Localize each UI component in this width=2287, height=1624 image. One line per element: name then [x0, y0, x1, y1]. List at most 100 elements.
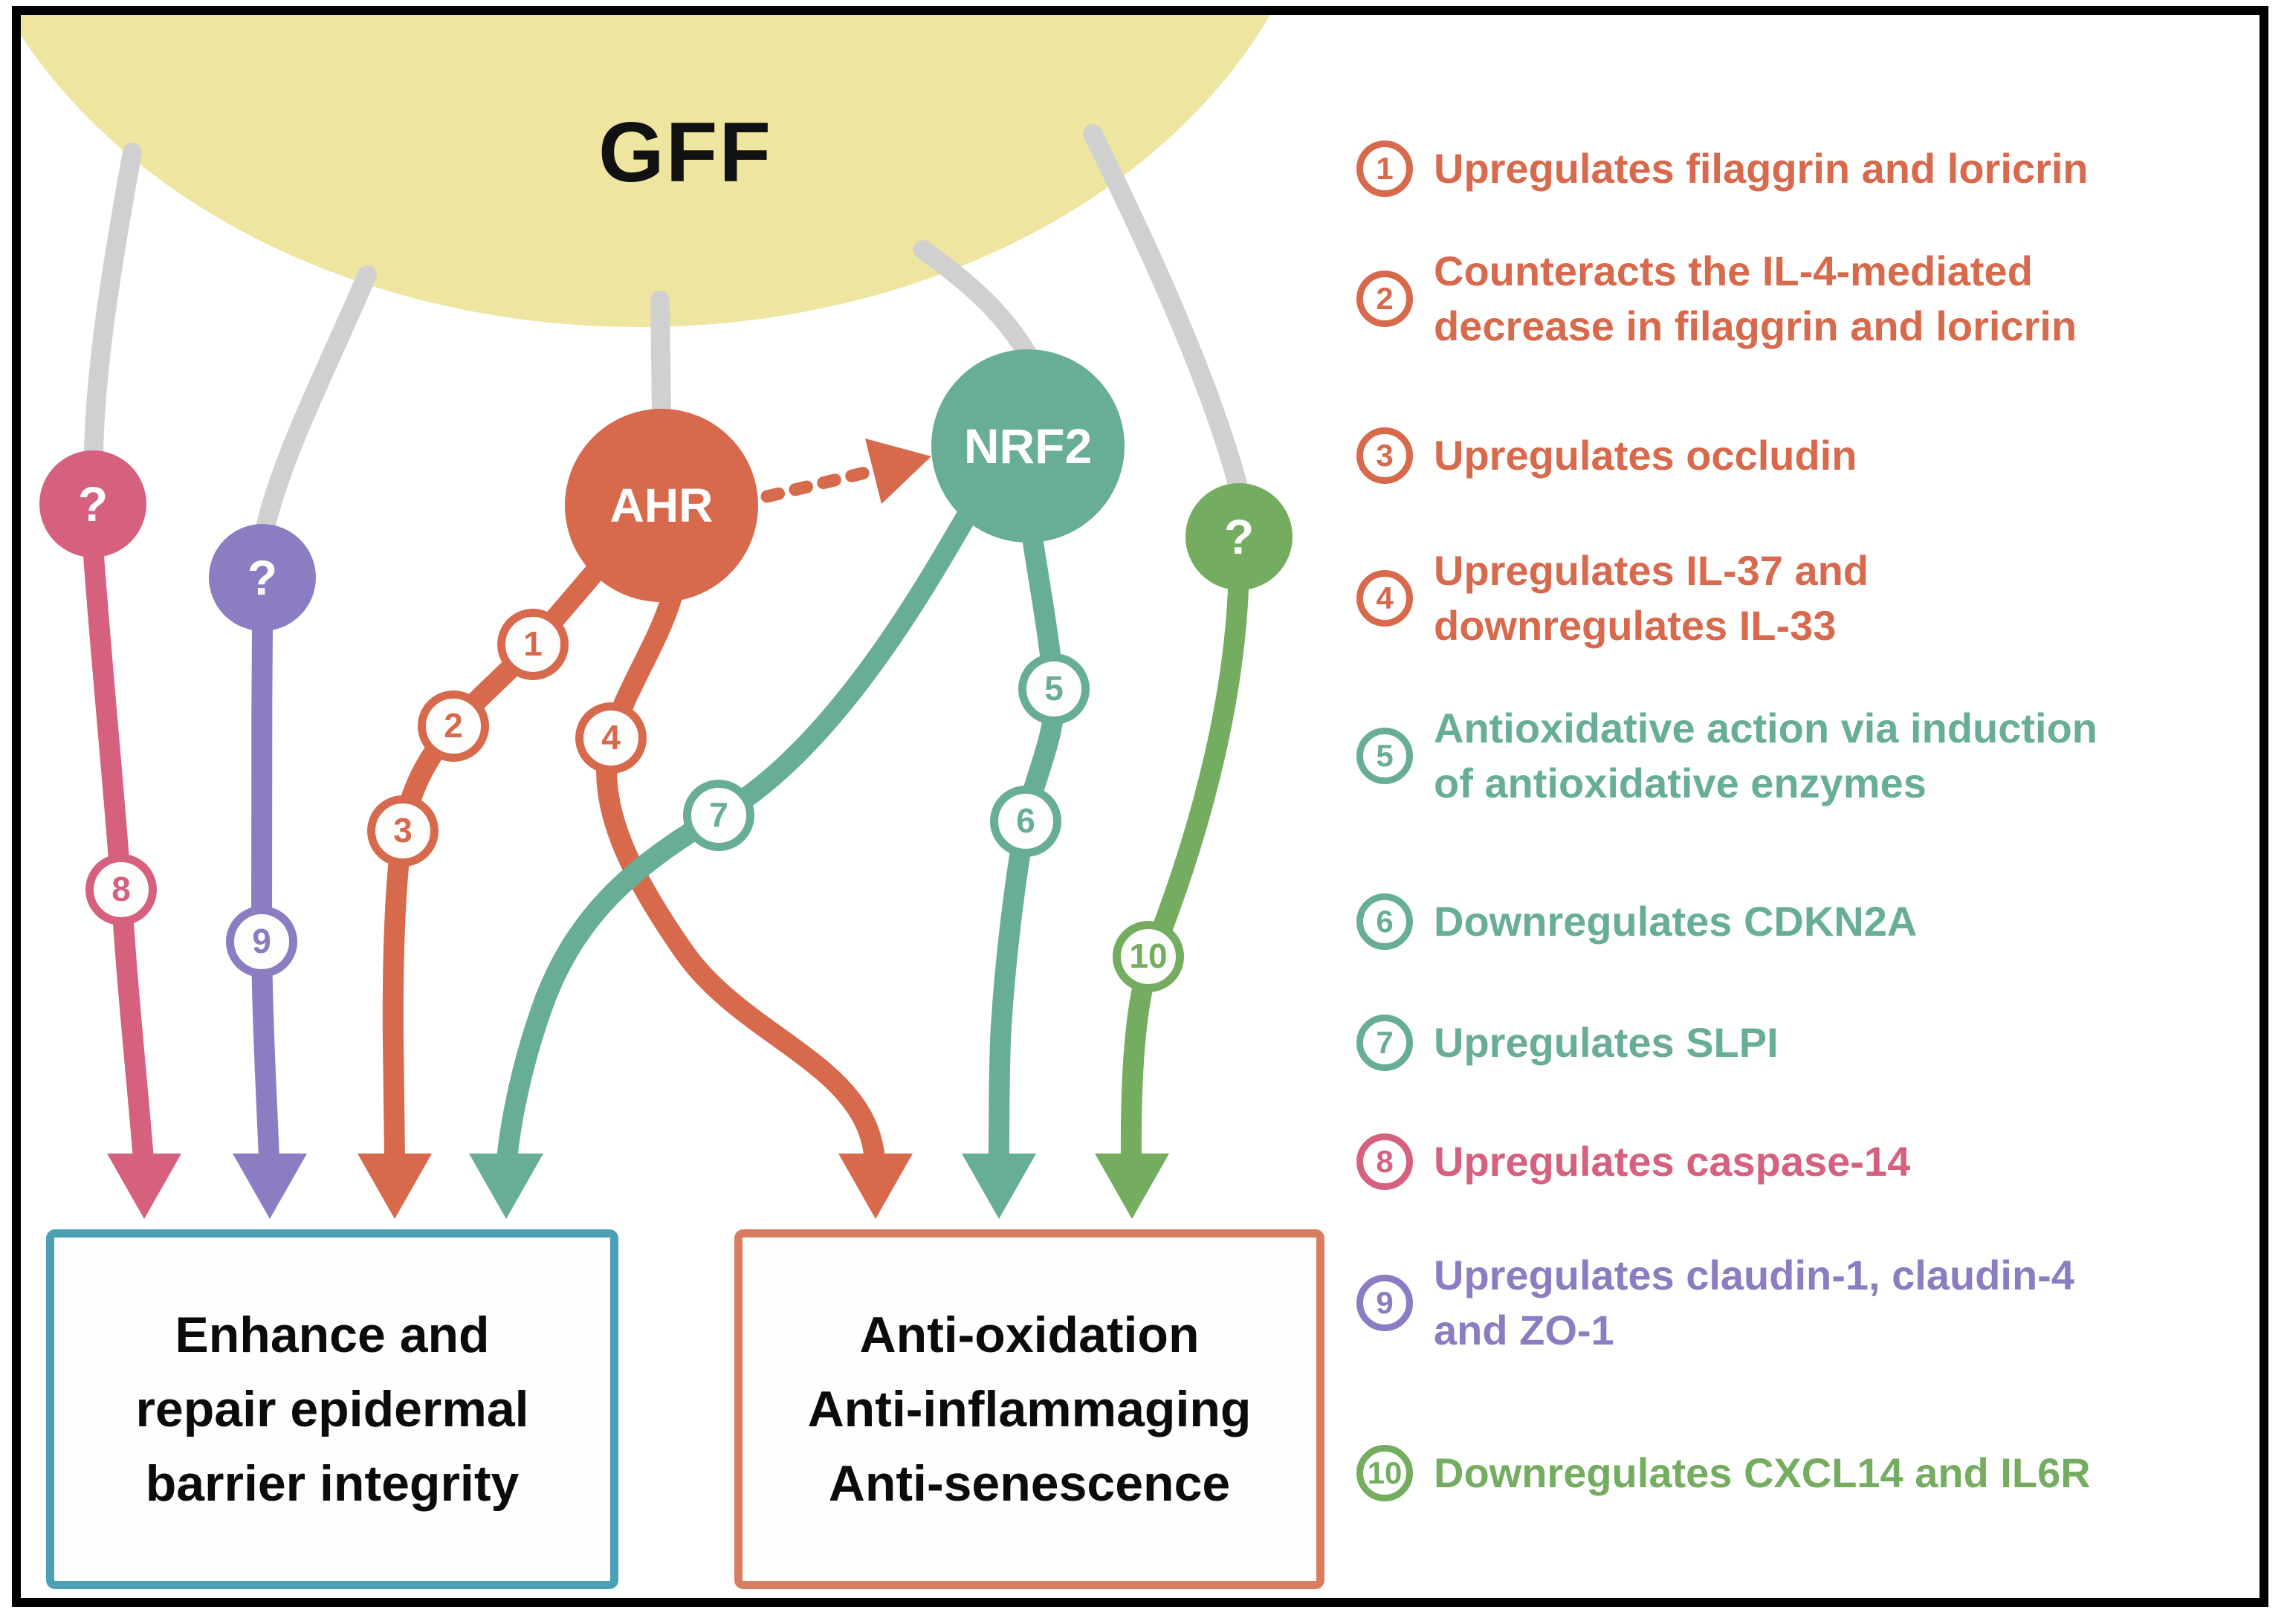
- legend-line: decrease in filaggrin and loricrin: [1434, 303, 2077, 349]
- legend-item-5: 5 Antioxidative action via induction of …: [1356, 701, 2097, 811]
- badge-number: 10: [1129, 936, 1168, 975]
- legend-line: Downregulates CDKN2A: [1434, 898, 1918, 945]
- legend-number: 6: [1376, 904, 1394, 939]
- unknown-mechanism-pink: ?: [39, 450, 146, 557]
- badge-number: 5: [1044, 669, 1064, 708]
- ahr-to-nrf2-dashed-line: [760, 465, 878, 503]
- legend-item-8: 8 Upregulates caspase-14: [1356, 1133, 1910, 1190]
- path-badge-2: 2: [418, 690, 489, 762]
- legend-number: 8: [1376, 1144, 1394, 1179]
- legend-line: and ZO-1: [1434, 1307, 1614, 1353]
- legend-line: Upregulates SLPI: [1434, 1019, 1779, 1066]
- legend-item-3: 3 Upregulates occludin: [1356, 427, 1857, 484]
- connector-to-ahr: [650, 291, 671, 423]
- unknown-mechanism-purple: ?: [209, 524, 316, 631]
- legend-label: Upregulates filaggrin and loricrin: [1434, 141, 2089, 196]
- legend-label: Antioxidative action via induction of an…: [1434, 701, 2097, 811]
- legend-item-10: 10 Downregulates CXCL14 and IL6R: [1356, 1445, 2091, 1501]
- pathway-4-arrowhead: [838, 1154, 913, 1219]
- legend-line: Upregulates filaggrin and loricrin: [1434, 145, 2089, 192]
- pathway-6-arrowhead: [962, 1154, 1036, 1219]
- path-badge-5: 5: [1018, 653, 1090, 725]
- path-badge-8: 8: [85, 854, 157, 925]
- legend-line: Downregulates CXCL14 and IL6R: [1434, 1449, 2091, 1496]
- connector-to-nrf2: [913, 240, 1037, 363]
- legend-number: 3: [1376, 438, 1394, 473]
- question-mark: ?: [247, 550, 278, 605]
- outcome-line: Anti-oxidation: [859, 1307, 1200, 1363]
- legend-number: 2: [1376, 281, 1394, 316]
- legend-label: Downregulates CXCL14 and IL6R: [1434, 1446, 2091, 1501]
- gff-text: GFF: [598, 105, 772, 200]
- legend-number: 9: [1376, 1285, 1394, 1320]
- unknown-mechanism-green: ?: [1185, 483, 1293, 590]
- outcome-line: Anti-senescence: [828, 1455, 1231, 1512]
- outcome-line: repair epidermal: [135, 1381, 529, 1437]
- question-mark: ?: [77, 476, 109, 531]
- question-mark: ?: [1223, 509, 1255, 564]
- path-badge-9: 9: [226, 906, 297, 977]
- outcome-box-antiaging: Anti-oxidation Anti-inflammaging Anti-se…: [734, 1229, 1324, 1589]
- legend-number-circle: 2: [1356, 271, 1413, 327]
- badge-number: 6: [1016, 801, 1035, 840]
- pathway-10-arrowhead: [1095, 1154, 1169, 1219]
- path-badge-3: 3: [367, 795, 439, 867]
- pathway-10-line: [1120, 580, 1249, 1170]
- legend-number: 7: [1376, 1025, 1394, 1060]
- legend-number: 5: [1376, 738, 1394, 773]
- legend-item-1: 1 Upregulates filaggrin and loricrin: [1356, 140, 2089, 197]
- badge-number: 2: [444, 706, 463, 745]
- legend-line: Counteracts the IL-4-mediated: [1434, 248, 2033, 294]
- badge-number: 7: [709, 795, 728, 834]
- legend-item-2: 2 Counteracts the IL-4-mediated decrease…: [1356, 244, 2077, 354]
- connector-to-green-question: [1083, 124, 1248, 496]
- legend-line: of antioxidative enzymes: [1434, 760, 1927, 806]
- legend-number-circle: 3: [1356, 427, 1413, 484]
- legend-number-circle: 7: [1356, 1015, 1413, 1071]
- legend-item-7: 7 Upregulates SLPI: [1356, 1015, 1779, 1071]
- legend-label: Upregulates claudin-1, claudin-4 and ZO-…: [1434, 1248, 2074, 1358]
- legend-item-6: 6 Downregulates CDKN2A: [1356, 893, 1917, 950]
- path-badge-1: 1: [497, 609, 569, 680]
- outcome-line: barrier integrity: [145, 1455, 520, 1512]
- legend-number: 1: [1376, 151, 1394, 186]
- ahr-label: AHR: [609, 479, 714, 532]
- badge-number: 9: [252, 922, 271, 960]
- badge-number: 1: [523, 624, 543, 663]
- ahr-to-nrf2-arrowhead: [865, 439, 931, 504]
- legend-item-9: 9 Upregulates claudin-1, claudin-4 and Z…: [1356, 1248, 2074, 1358]
- gff-source-ellipse: [16, 10, 1273, 327]
- badge-number: 4: [601, 718, 621, 757]
- connector-to-pink-question: [84, 143, 142, 463]
- figure-frame: [12, 6, 2268, 1607]
- badge-number: 8: [111, 870, 131, 908]
- legend-number-circle: 8: [1356, 1133, 1413, 1190]
- node-nrf2: NRF2: [931, 349, 1125, 543]
- legend-label: Upregulates IL-37 and downregulates IL-3…: [1434, 543, 1869, 653]
- legend-number-circle: 6: [1356, 893, 1413, 950]
- legend-line: Upregulates caspase-14: [1434, 1138, 1911, 1185]
- pathway-7-arrowhead: [469, 1154, 543, 1219]
- legend-number-circle: 5: [1356, 728, 1413, 784]
- pathway-9-arrowhead: [233, 1154, 307, 1219]
- legend-label: Counteracts the IL-4-mediated decrease i…: [1434, 244, 2077, 354]
- outcome-line: Anti-inflammaging: [807, 1381, 1252, 1437]
- connector-to-purple-question: [256, 265, 377, 537]
- legend-line: Upregulates occludin: [1434, 432, 1857, 479]
- legend-label: Upregulates occludin: [1434, 428, 1857, 483]
- path-badge-10: 10: [1113, 921, 1184, 992]
- path-badge-4: 4: [575, 702, 647, 774]
- gff-source-label: GFF: [598, 104, 771, 201]
- pathway-9-line: [250, 619, 279, 1170]
- pathway-3-arrowhead: [358, 1154, 432, 1219]
- legend-number: 4: [1376, 580, 1394, 615]
- path-badge-7: 7: [683, 780, 754, 851]
- legend-line: downregulates IL-33: [1434, 602, 1837, 649]
- legend-number-circle: 1: [1356, 140, 1413, 197]
- legend-line: Upregulates IL-37 and: [1434, 547, 1869, 594]
- legend-item-4: 4 Upregulates IL-37 and downregulates IL…: [1356, 543, 1869, 653]
- pathway-7-line: [496, 506, 977, 1170]
- outcome-box-barrier: Enhance and repair epidermal barrier int…: [46, 1229, 618, 1589]
